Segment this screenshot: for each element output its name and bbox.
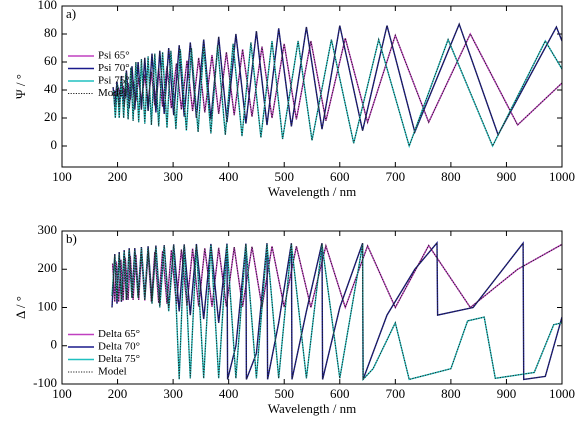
y-tick-label: -100	[33, 375, 57, 390]
model-line	[113, 37, 562, 148]
x-tick-label: 100	[52, 386, 72, 401]
x-tick-label: 1000	[549, 169, 575, 184]
x-tick-label: 300	[163, 169, 183, 184]
legend-label: Delta 65°	[98, 328, 140, 340]
x-axis-label: Wavelength / nm	[268, 184, 357, 199]
legend-label: Psi 70°	[98, 62, 130, 74]
x-tick-label: 500	[274, 386, 294, 401]
panel-label: a)	[66, 6, 76, 21]
x-axis-label: Wavelength / nm	[268, 401, 357, 416]
x-tick-label: 100	[52, 169, 72, 184]
y-axis-label: Δ / °	[13, 296, 28, 319]
model-line	[112, 32, 562, 126]
y-tick-label: 200	[38, 260, 58, 275]
y-tick-label: 0	[51, 137, 58, 152]
model-line	[111, 244, 562, 381]
plot-lines	[111, 240, 562, 382]
y-tick-label: 80	[44, 25, 57, 40]
x-tick-label: 200	[108, 386, 128, 401]
plot-frame	[61, 230, 563, 385]
x-tick-label: 700	[386, 386, 406, 401]
x-tick-label: 400	[219, 386, 239, 401]
y-axis-label: Ψ / °	[13, 74, 28, 99]
legend-label: Delta 70°	[98, 341, 140, 353]
legend-label: Model	[98, 87, 127, 99]
x-tick-label: 400	[219, 169, 239, 184]
y-tick-label: 20	[44, 109, 57, 124]
legend-label: Delta 75°	[98, 353, 140, 365]
x-tick-label: 300	[163, 386, 183, 401]
x-tick-label: 900	[497, 169, 517, 184]
x-tick-label: 700	[386, 169, 406, 184]
legend: Psi 65°Psi 70°Psi 75°Model	[68, 50, 130, 99]
legend: Delta 65°Delta 70°Delta 75°Model	[68, 328, 140, 378]
y-tick-label: 100	[38, 298, 58, 313]
x-tick-label: 600	[330, 386, 350, 401]
model-line	[111, 241, 562, 380]
y-tick-label: 40	[44, 81, 57, 96]
x-tick-label: 500	[274, 169, 294, 184]
y-tick-label: 0	[51, 337, 58, 352]
plot-frame	[61, 5, 563, 168]
y-tick-label: 300	[38, 222, 58, 237]
x-tick-label: 800	[441, 386, 461, 401]
x-tick-label: 800	[441, 169, 461, 184]
data-line	[113, 36, 562, 149]
x-tick-label: 1000	[549, 386, 575, 401]
model-line	[112, 22, 562, 137]
x-tick-label: 900	[497, 386, 517, 401]
legend-label: Model	[98, 366, 127, 378]
legend-label: Psi 65°	[98, 50, 130, 62]
y-tick-label: 60	[44, 53, 57, 68]
x-tick-label: 600	[330, 169, 350, 184]
legend-label: Psi 75°	[98, 75, 130, 87]
plot-lines	[111, 22, 562, 149]
x-tick-label: 200	[108, 169, 128, 184]
panel-label: b)	[66, 231, 77, 246]
y-tick-label: 100	[38, 0, 58, 12]
